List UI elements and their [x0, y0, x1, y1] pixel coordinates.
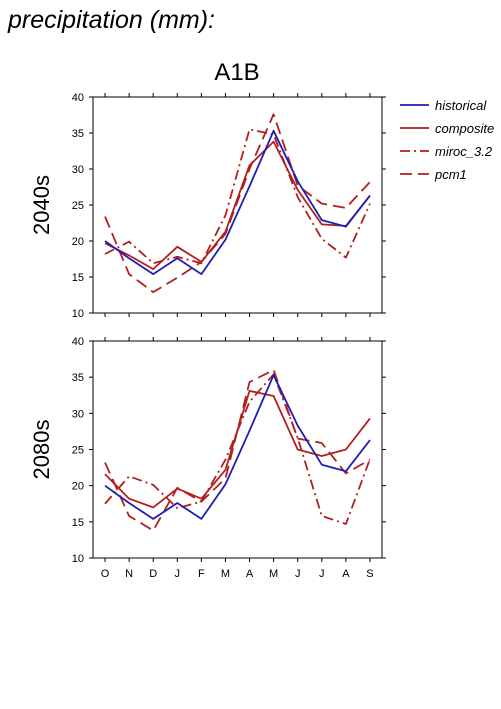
x-tick-label: N	[125, 568, 133, 580]
series-line-composite	[104, 389, 371, 509]
series-line-composite	[104, 140, 371, 271]
chart-panel-2080s: 10 15 20 25 30 35 40 O N D J F M A M J J A S 2080s	[29, 336, 386, 580]
x-tick-label: S	[366, 568, 373, 580]
series-line-miroc_3.2	[104, 128, 371, 265]
y-tick-label: 40	[72, 336, 84, 348]
legend-label: miroc_3.2	[435, 144, 493, 159]
y-tick-label: 15	[72, 517, 84, 529]
y-tick-label: 10	[72, 308, 84, 320]
y-tick-label: 20	[72, 236, 84, 248]
y-tick-label: 35	[72, 372, 84, 384]
x-tick-label: F	[198, 568, 205, 580]
legend: historical composite miroc_3.2 pcm1	[400, 98, 494, 182]
x-tick-label: M	[269, 568, 278, 580]
series-line-historical	[104, 374, 371, 520]
plot-frame	[92, 340, 383, 559]
legend-item: miroc_3.2	[400, 144, 493, 159]
x-tick-label: M	[221, 568, 230, 580]
series-line-pcm1	[104, 368, 371, 532]
series-line-historical	[104, 129, 371, 276]
x-tick-label: D	[149, 568, 157, 580]
series-line-miroc_3.2	[104, 373, 371, 525]
x-tick-label: A	[342, 568, 350, 580]
y-tick-label: 35	[72, 128, 84, 140]
y-tick-label: 25	[72, 445, 84, 457]
x-tick-label: J	[319, 568, 325, 580]
y-tick-label: 20	[72, 481, 84, 493]
x-tick-label: A	[246, 568, 254, 580]
y-tick-label: 10	[72, 553, 84, 565]
x-tick-label: J	[295, 568, 301, 580]
figure-title: precipitation (mm):	[8, 6, 215, 34]
legend-label: historical	[435, 98, 487, 113]
legend-label: pcm1	[434, 167, 467, 182]
y-tick-label: 15	[72, 272, 84, 284]
y-tick-label: 25	[72, 200, 84, 212]
panel-title: A1B	[214, 59, 259, 86]
x-tick-label: J	[175, 568, 181, 580]
legend-item: composite	[400, 121, 494, 136]
y-tick-label: 30	[72, 408, 84, 420]
legend-item: pcm1	[400, 167, 467, 182]
chart-panel-2040s: 10 15 20 25 30 35 40 2040s	[29, 92, 386, 320]
y-tick-label: 30	[72, 164, 84, 176]
row-label: 2040s	[29, 175, 54, 235]
series-line-pcm1	[104, 113, 371, 294]
row-label: 2080s	[29, 420, 54, 480]
legend-label: composite	[435, 121, 494, 136]
y-tick-label: 40	[72, 92, 84, 104]
x-tick-label: O	[101, 568, 110, 580]
legend-item: historical	[400, 98, 487, 113]
